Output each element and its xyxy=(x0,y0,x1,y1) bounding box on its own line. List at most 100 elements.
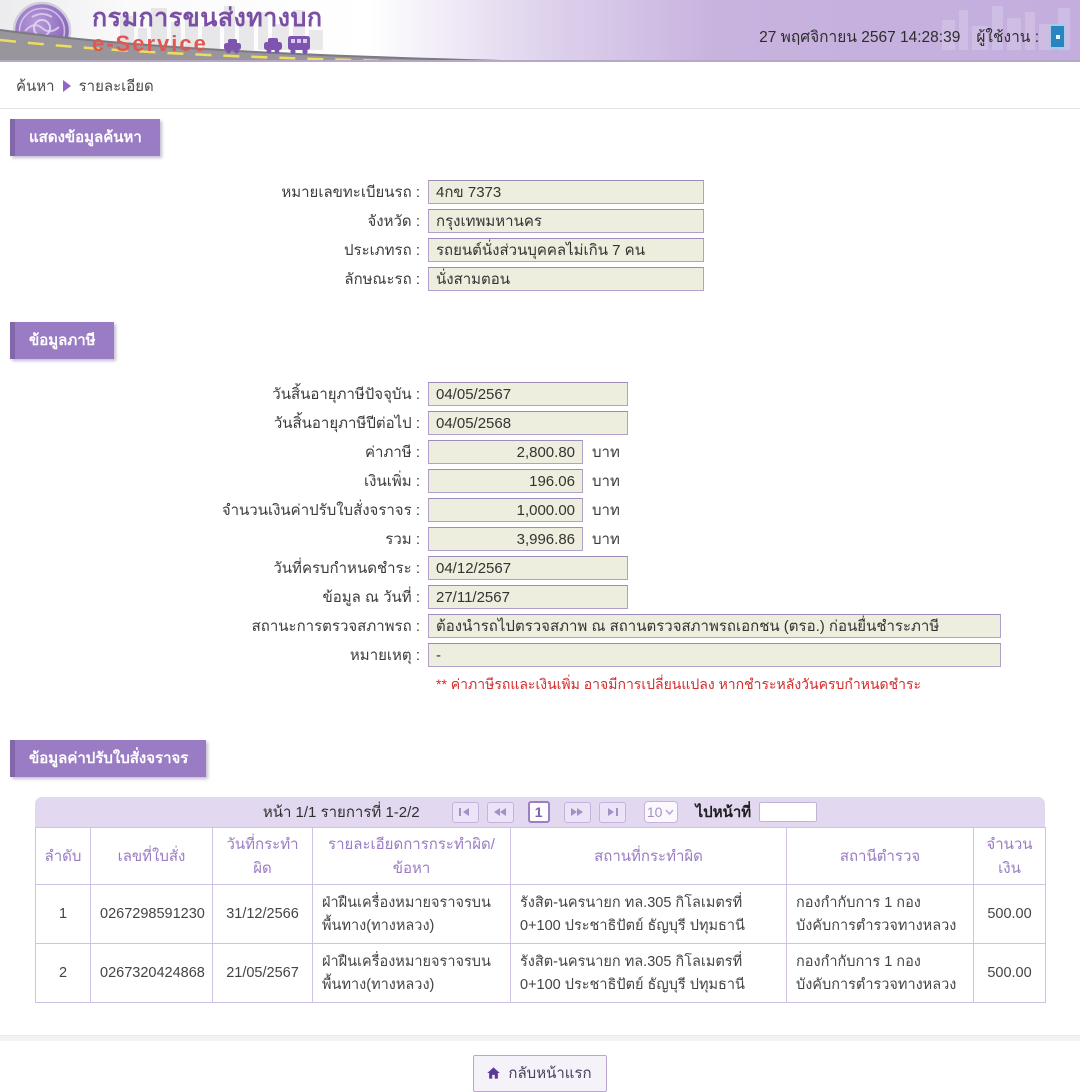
cell-index: 1 xyxy=(35,884,91,944)
field-value: 3,996.86 xyxy=(516,530,575,548)
unit-baht: บาท xyxy=(592,531,620,548)
home-icon xyxy=(487,1067,501,1079)
form-row: หมายเหตุ : - xyxy=(0,643,1080,667)
field-fine-total[interactable]: 1,000.00 xyxy=(428,498,583,522)
fines-table: ลำดับ เลขที่ใบสั่ง วันที่กระทำผิด รายละเ… xyxy=(35,827,1046,1003)
next-page-button[interactable] xyxy=(563,801,591,823)
field-remark[interactable]: - xyxy=(428,643,1001,667)
table-row: 2 0267320424868 21/05/2567 ฝ่าฝืนเครื่อง… xyxy=(35,943,1046,1003)
form-row: ข้อมูล ณ วันที่ : 27/11/2567 xyxy=(0,585,1080,609)
field-surcharge[interactable]: 196.06 xyxy=(428,469,583,493)
cell-ticket-no: 0267298591230 xyxy=(90,884,213,944)
field-inspection-status[interactable]: ต้องนำรถไปตรวจสภาพ ณ สถานตรวจสภาพรถเอกชน… xyxy=(428,614,1001,638)
form-row: ค่าภาษี : 2,800.80 บาท xyxy=(0,440,1080,464)
cell-violation-place: รังสิต-นครนายก ทล.305 กิโลเมตรที่ 0+100 … xyxy=(510,943,787,1003)
header-datetime: 27 พฤศจิกายน 2567 14:28:39 xyxy=(759,29,961,46)
col-header-ticket-no: เลขที่ใบสั่ง xyxy=(90,827,213,885)
field-value: 4กข 7373 xyxy=(436,184,502,201)
main-content: แสดงข้อมูลค้นหา หมายเลขทะเบียนรถ : 4กข 7… xyxy=(0,109,1080,1092)
header-right: 27 พฤศจิกายน 2567 14:28:39 ผู้ใช้งาน : xyxy=(759,24,1066,49)
field-tax-expiry-next[interactable]: 04/05/2568 xyxy=(428,411,628,435)
pager-info: หน้า 1/1 รายการที่ 1-2/2 xyxy=(262,804,420,821)
col-header-index: ลำดับ xyxy=(35,827,91,885)
form-row: จังหวัด : กรุงเทพมหานคร xyxy=(0,209,1080,233)
user-label: ผู้ใช้งาน : xyxy=(976,29,1039,46)
app-header: กรมการขนส่งทางบก e-Service 27 พฤศจิกายน … xyxy=(0,0,1080,62)
breadcrumb-search-link[interactable]: ค้นหา xyxy=(16,78,55,95)
col-header-violation-detail: รายละเอียดการกระทำผิด/ข้อหา xyxy=(312,827,511,885)
field-plate-number[interactable]: 4กข 7373 xyxy=(428,180,704,204)
field-value: 2,800.80 xyxy=(516,443,575,461)
field-label-tax-expiry-current: วันสิ้นอายุภาษีปัจจุบัน : xyxy=(272,386,420,403)
section-title-fines: ข้อมูลค่าปรับใบสั่งจราจร xyxy=(10,740,207,777)
cell-violation-date: 21/05/2567 xyxy=(212,943,313,1003)
pagination-bar: หน้า 1/1 รายการที่ 1-2/2 1 10 xyxy=(35,797,1045,827)
form-row: วันที่ครบกำหนดชำระ : 04/12/2567 xyxy=(0,556,1080,580)
next-page-icon xyxy=(571,808,584,816)
field-value: 04/05/2567 xyxy=(436,385,512,403)
cell-violation-detail: ฝ่าฝืนเครื่องหมายจราจรบนพื้นทาง(ทางหลวง) xyxy=(312,943,511,1003)
form-row: ประเภทรถ : รถยนต์นั่งส่วนบุคคลไม่เกิน 7 … xyxy=(0,238,1080,262)
cell-amount: 500.00 xyxy=(973,884,1046,944)
field-tax-expiry-current[interactable]: 04/05/2567 xyxy=(428,382,628,406)
bottom-strip xyxy=(0,1035,1080,1041)
cell-ticket-no: 0267320424868 xyxy=(90,943,213,1003)
field-label-tax-amount: ค่าภาษี : xyxy=(365,444,420,461)
last-page-icon xyxy=(608,808,619,816)
field-value: นั่งสามตอน xyxy=(436,271,511,288)
form-row: จำนวนเงินค่าปรับใบสั่งจราจร : 1,000.00 บ… xyxy=(0,498,1080,522)
first-page-button[interactable] xyxy=(451,801,479,823)
form-row: หมายเลขทะเบียนรถ : 4กข 7373 xyxy=(0,180,1080,204)
current-page-button[interactable]: 1 xyxy=(527,801,550,823)
field-label-body-style: ลักษณะรถ : xyxy=(344,271,420,288)
form-row: วันสิ้นอายุภาษีปีต่อไป : 04/05/2568 xyxy=(0,411,1080,435)
back-home-button[interactable]: กลับหน้าแรก xyxy=(473,1055,607,1092)
field-value: รถยนต์นั่งส่วนบุคคลไม่เกิน 7 คน xyxy=(436,242,645,259)
last-page-button[interactable] xyxy=(598,801,626,823)
cell-index: 2 xyxy=(35,943,91,1003)
field-due-date[interactable]: 04/12/2567 xyxy=(428,556,628,580)
field-label-surcharge: เงินเพิ่ม : xyxy=(364,473,420,490)
cell-police-station: กองกำกับการ 1 กองบังคับการตำรวจทางหลวง xyxy=(786,943,974,1003)
field-value: - xyxy=(436,646,441,664)
vehicles-decoration xyxy=(224,36,310,55)
user-avatar-icon[interactable] xyxy=(1049,24,1066,49)
tax-form: วันสิ้นอายุภาษีปัจจุบัน : 04/05/2567 วัน… xyxy=(0,382,1080,696)
field-value: 27/11/2567 xyxy=(436,588,510,606)
previous-page-icon xyxy=(494,808,507,816)
field-vehicle-type[interactable]: รถยนต์นั่งส่วนบุคคลไม่เกิน 7 คน xyxy=(428,238,704,262)
section-title-tax: ข้อมูลภาษี xyxy=(10,322,114,359)
field-label-tax-expiry-next: วันสิ้นอายุภาษีปีต่อไป : xyxy=(273,415,420,432)
table-row: 1 0267298591230 31/12/2566 ฝ่าฝืนเครื่อง… xyxy=(35,884,1046,944)
previous-page-button[interactable] xyxy=(486,801,514,823)
form-row: วันสิ้นอายุภาษีปัจจุบัน : 04/05/2567 xyxy=(0,382,1080,406)
brand: กรมการขนส่งทางบก e-Service xyxy=(92,5,323,57)
field-province[interactable]: กรุงเทพมหานคร xyxy=(428,209,704,233)
form-row: รวม : 3,996.86 บาท xyxy=(0,527,1080,551)
col-header-violation-date: วันที่กระทำผิด xyxy=(212,827,313,885)
search-result-form: หมายเลขทะเบียนรถ : 4กข 7373 จังหวัด : กร… xyxy=(0,180,1080,291)
field-body-style[interactable]: นั่งสามตอน xyxy=(428,267,704,291)
unit-baht: บาท xyxy=(592,444,620,461)
chevron-down-icon xyxy=(665,809,674,815)
field-value: กรุงเทพมหานคร xyxy=(436,213,542,230)
back-home-label: กลับหน้าแรก xyxy=(508,1065,592,1082)
breadcrumb: ค้นหา รายละเอียด xyxy=(0,62,1080,109)
form-row: สถานะการตรวจสภาพรถ : ต้องนำรถไปตรวจสภาพ … xyxy=(0,614,1080,638)
goto-page-input[interactable] xyxy=(759,802,818,822)
breadcrumb-arrow-icon xyxy=(62,80,71,92)
field-tax-amount[interactable]: 2,800.80 xyxy=(428,440,583,464)
field-label-grand-total: รวม : xyxy=(385,531,420,548)
brand-subtitle: e-Service xyxy=(92,31,208,57)
field-label-remark: หมายเหตุ : xyxy=(349,647,420,664)
field-grand-total[interactable]: 3,996.86 xyxy=(428,527,583,551)
field-label-province: จังหวัด : xyxy=(367,213,421,230)
tax-disclaimer-note: ** ค่าภาษีรถและเงินเพิ่ม อาจมีการเปลี่ยน… xyxy=(436,676,922,692)
page-size-value: 10 xyxy=(646,804,663,820)
form-row: ลักษณะรถ : นั่งสามตอน xyxy=(0,267,1080,291)
unit-baht: บาท xyxy=(592,502,620,519)
cell-violation-place: รังสิต-นครนายก ทล.305 กิโลเมตรที่ 0+100 … xyxy=(510,884,787,944)
page-size-select[interactable]: 10 xyxy=(643,801,678,823)
field-data-as-of[interactable]: 27/11/2567 xyxy=(428,585,628,609)
